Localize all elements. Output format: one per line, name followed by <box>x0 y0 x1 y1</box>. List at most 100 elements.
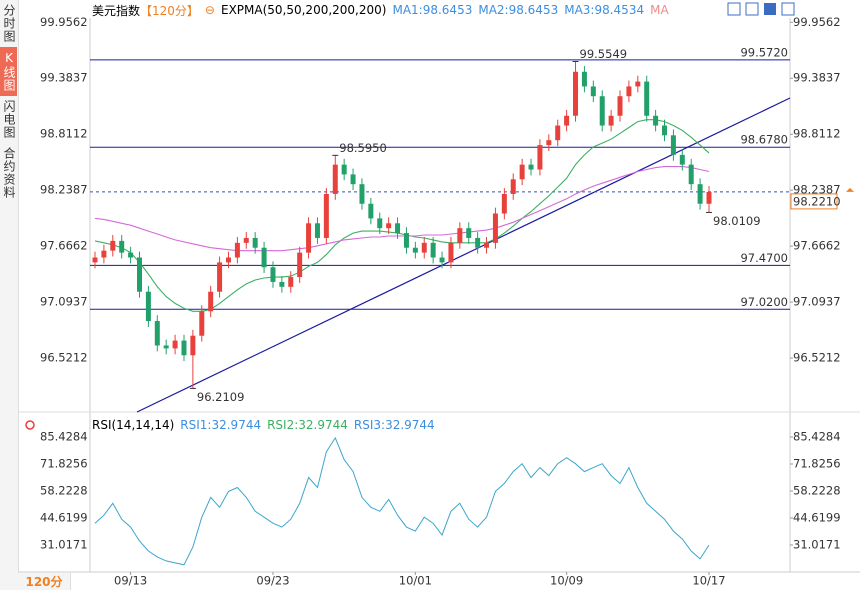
y-tick-label: 99.9562 <box>793 15 841 29</box>
candle-body <box>377 218 383 229</box>
candle-body <box>279 281 285 287</box>
candle-body <box>670 135 676 155</box>
candle-body <box>172 340 178 349</box>
candle-body <box>697 184 703 204</box>
high-label: 98.5950 <box>339 141 387 155</box>
x-tick-label: 09/13 <box>114 574 147 588</box>
y-tick-label: 96.5212 <box>40 351 88 365</box>
y-tick-label: 85.4284 <box>40 430 88 444</box>
legend-entry: RSI2:32.9744 <box>267 418 348 432</box>
level-label: 98.6780 <box>740 133 788 147</box>
candle-body <box>537 145 543 170</box>
candle-body <box>599 96 605 126</box>
candle-body <box>119 240 125 253</box>
y-tick-label: 99.3837 <box>40 71 88 85</box>
tool-icon[interactable] <box>764 3 776 15</box>
candle-body <box>145 291 151 322</box>
y-tick-label: 44.6199 <box>40 510 88 524</box>
y-tick-label: 31.0171 <box>793 537 841 551</box>
candle-body <box>92 257 98 263</box>
candle-body <box>439 257 445 263</box>
level-label: 99.5720 <box>740 45 788 59</box>
candle-body <box>288 277 294 287</box>
candle-body <box>466 228 472 238</box>
candle-body <box>270 267 276 282</box>
trend-line <box>136 97 791 413</box>
tool-icon[interactable] <box>781 2 795 16</box>
ma-line <box>94 166 710 252</box>
candle-body <box>323 193 329 238</box>
y-tick-label: 98.2387 <box>793 183 841 197</box>
sidebar: 分时图 K线图 闪电图 合约资料 <box>0 0 19 590</box>
background <box>18 0 860 590</box>
candle-body <box>555 125 561 141</box>
candle-body <box>448 242 454 263</box>
candle-body <box>314 223 320 238</box>
tab[interactable]: K线图 <box>0 47 17 96</box>
rsi-header: RSI(14,14,14) RSI1:32.9744 RSI2:32.9744 RS… <box>92 417 435 433</box>
legend-entry: MA1:98.6453 <box>392 3 473 17</box>
y-tick-label: 99.3837 <box>793 71 841 85</box>
low-label: 96.2109 <box>197 390 245 404</box>
y-tick-label: 96.5212 <box>793 351 841 365</box>
candle-body <box>243 237 249 243</box>
candle-body <box>679 154 685 165</box>
candle-body <box>421 242 427 253</box>
candle-body <box>644 81 650 116</box>
candle-body <box>706 192 712 204</box>
indicator-name: RSI(14,14,14) <box>92 418 175 432</box>
candle-body <box>412 247 418 253</box>
candle-body <box>101 250 107 258</box>
high-label: 99.5549 <box>580 47 628 61</box>
candle-body <box>564 115 570 126</box>
y-tick-label: 97.0937 <box>40 295 88 309</box>
x-tick-label: 10/01 <box>399 574 432 588</box>
ma-line <box>94 119 710 312</box>
y-tick-label: 98.8112 <box>40 127 88 141</box>
legend-entry: MA <box>650 3 669 17</box>
current-price-label: 98.2210 <box>793 194 841 208</box>
settings-icon[interactable] <box>25 420 35 430</box>
tool-icon[interactable] <box>745 2 759 16</box>
candle-body <box>252 237 258 248</box>
candle-body <box>484 242 490 248</box>
candle-body <box>635 81 641 87</box>
zoom-icon[interactable]: ⊖ <box>204 3 215 17</box>
candle-body <box>350 174 356 185</box>
tool-icon[interactable] <box>727 2 741 16</box>
candle-body <box>395 223 401 234</box>
current-price-marker <box>846 187 854 192</box>
legend-entry: MA2:98.6453 <box>478 3 559 17</box>
candle-body <box>261 247 267 268</box>
candle-body <box>154 321 160 346</box>
toolbar <box>727 2 795 16</box>
y-tick-label: 97.6662 <box>40 239 88 253</box>
tab[interactable]: 分时图 <box>2 4 16 43</box>
legend-entry: MA3:98.4534 <box>564 3 645 17</box>
candle-body <box>128 252 134 258</box>
candle-body <box>501 193 507 214</box>
low-label: 98.0109 <box>713 214 761 228</box>
candle-body <box>332 164 338 194</box>
candle-body <box>136 257 142 292</box>
candle-body <box>225 257 231 263</box>
indicator-name: EXPMA(50,50,200,200,200) <box>220 3 387 17</box>
rsi-line <box>94 436 710 566</box>
y-tick-label: 98.2387 <box>40 183 88 197</box>
candle-body <box>234 242 240 258</box>
candle-body <box>457 228 463 243</box>
period-button[interactable]: 120分 <box>18 573 71 590</box>
x-tick-label: 10/17 <box>692 574 725 588</box>
candle-body <box>359 184 365 204</box>
tab[interactable]: 合约资料 <box>2 147 16 199</box>
tab[interactable]: 闪电图 <box>2 100 16 139</box>
candle-body <box>190 335 196 356</box>
y-tick-label: 98.8112 <box>793 127 841 141</box>
candle-body <box>626 86 632 97</box>
y-tick-label: 97.0937 <box>793 295 841 309</box>
y-tick-label: 85.4284 <box>793 430 841 444</box>
y-tick-label: 31.0171 <box>40 537 88 551</box>
candle-body <box>110 240 116 251</box>
